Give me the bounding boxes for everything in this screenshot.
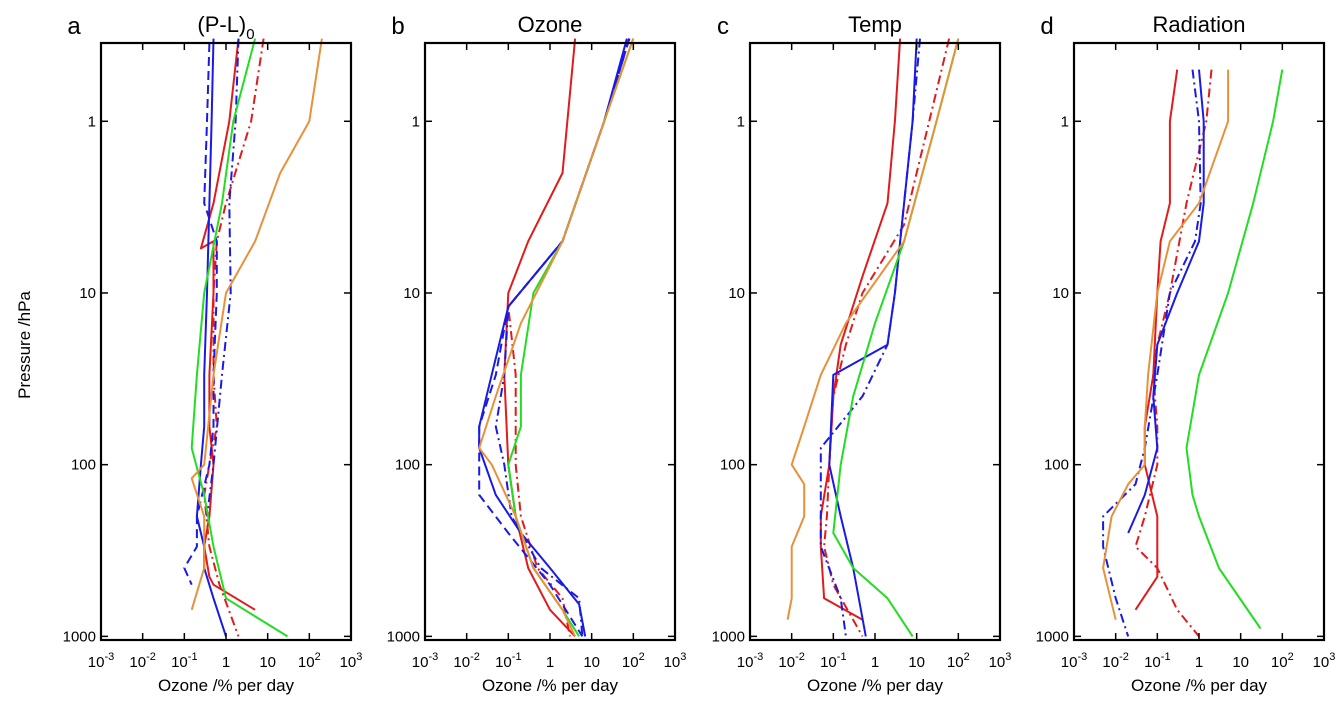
x-tick-label: 10-2	[778, 651, 804, 671]
x-tick-label: 103	[340, 651, 363, 671]
series-line-red-solid	[503, 38, 577, 638]
series-line-red-solid	[199, 38, 256, 611]
x-tick-label: 1	[1195, 654, 1203, 671]
series-line-orange-solid	[786, 38, 960, 620]
series-line-blue-dashdot	[206, 38, 240, 517]
y-tick-label: 1	[88, 113, 96, 130]
series-line-green-solid	[1185, 69, 1284, 630]
x-axis-label: Ozone /% per day	[158, 676, 295, 695]
x-axis-label: Ozone /% per day	[807, 676, 944, 695]
panel-letter: a	[67, 13, 81, 40]
y-tick-label: 10	[79, 285, 96, 302]
x-tick-label: 102	[622, 651, 645, 671]
series-line-red-dashdot	[1134, 69, 1213, 638]
y-tick-label: 1000	[712, 628, 745, 645]
x-tick-label: 102	[298, 651, 321, 671]
x-tick-label: 1	[222, 654, 230, 671]
x-tick-label: 10	[1232, 654, 1249, 671]
series-line-red-solid	[1134, 69, 1179, 611]
plot-frame	[423, 41, 677, 642]
panel-title: Radiation	[1153, 12, 1246, 37]
y-tick-label: 10	[728, 285, 745, 302]
plot-frame	[748, 41, 1002, 642]
x-tick-label: 10-3	[412, 651, 438, 671]
y-tick-label: 100	[720, 457, 745, 474]
y-tick-label: 1000	[387, 628, 420, 645]
x-tick-label: 10-3	[737, 651, 763, 671]
series-line-orange-solid	[478, 38, 635, 637]
x-tick-label: 102	[1271, 651, 1294, 671]
series-line-blue-solid	[1127, 69, 1205, 534]
panel-letter: b	[391, 13, 404, 40]
series-line-orange-solid	[1102, 69, 1230, 620]
plot-frame	[99, 41, 353, 642]
panel-letter: c	[717, 13, 729, 40]
series-line-green-solid	[832, 38, 960, 637]
series-line-blue-dashed	[478, 38, 631, 637]
y-tick-label: 10	[403, 285, 420, 302]
y-tick-label: 1000	[1036, 628, 1069, 645]
y-tick-label: 1	[412, 113, 420, 130]
x-tick-label: 10	[583, 654, 600, 671]
panel-title: Temp	[848, 12, 902, 37]
series-line-red-dashdot	[203, 38, 265, 637]
x-tick-label: 10-1	[495, 651, 521, 671]
series-line-red-dashdot	[823, 38, 951, 637]
y-tick-label: 1000	[63, 628, 96, 645]
x-axis-label: Ozone /% per day	[482, 676, 619, 695]
x-tick-label: 10-3	[88, 651, 114, 671]
x-tick-label: 1	[871, 654, 879, 671]
series-line-blue-dashdot	[1102, 69, 1202, 637]
x-tick-label: 10-2	[129, 651, 155, 671]
series-line-blue-solid	[195, 38, 227, 637]
x-tick-label: 10-1	[820, 651, 846, 671]
y-tick-label: 1	[737, 113, 745, 130]
panel-title: (P-L)0	[197, 12, 254, 43]
y-tick-label: 1	[1061, 113, 1069, 130]
x-tick-label: 103	[989, 651, 1012, 671]
x-tick-label: 102	[947, 651, 970, 671]
x-tick-label: 103	[664, 651, 687, 671]
y-tick-label: 100	[71, 457, 96, 474]
panel-title: Ozone	[518, 12, 583, 37]
series-line-blue-solid	[828, 38, 918, 637]
x-tick-label: 1	[546, 654, 554, 671]
series-line-blue-dashdot	[819, 38, 921, 637]
series-line-blue-solid	[478, 38, 628, 637]
y-tick-label: 100	[1044, 457, 1069, 474]
series-line-blue-dashed	[183, 42, 218, 586]
x-tick-label: 10-1	[1144, 651, 1170, 671]
x-axis-label: Ozone /% per day	[1131, 676, 1268, 695]
x-tick-label: 103	[1313, 651, 1336, 671]
panel-letter: d	[1040, 13, 1053, 40]
series-line-green-solid	[190, 38, 289, 638]
x-tick-label: 10-2	[1102, 651, 1128, 671]
y-axis-label: Pressure /hPa	[15, 291, 34, 399]
x-tick-label: 10-2	[453, 651, 479, 671]
y-tick-label: 100	[395, 457, 420, 474]
x-tick-label: 10	[908, 654, 925, 671]
y-tick-label: 10	[1052, 285, 1069, 302]
x-tick-label: 10	[259, 654, 276, 671]
x-tick-label: 10-3	[1061, 651, 1087, 671]
series-line-orange-solid	[190, 38, 323, 611]
x-tick-label: 10-1	[171, 651, 197, 671]
